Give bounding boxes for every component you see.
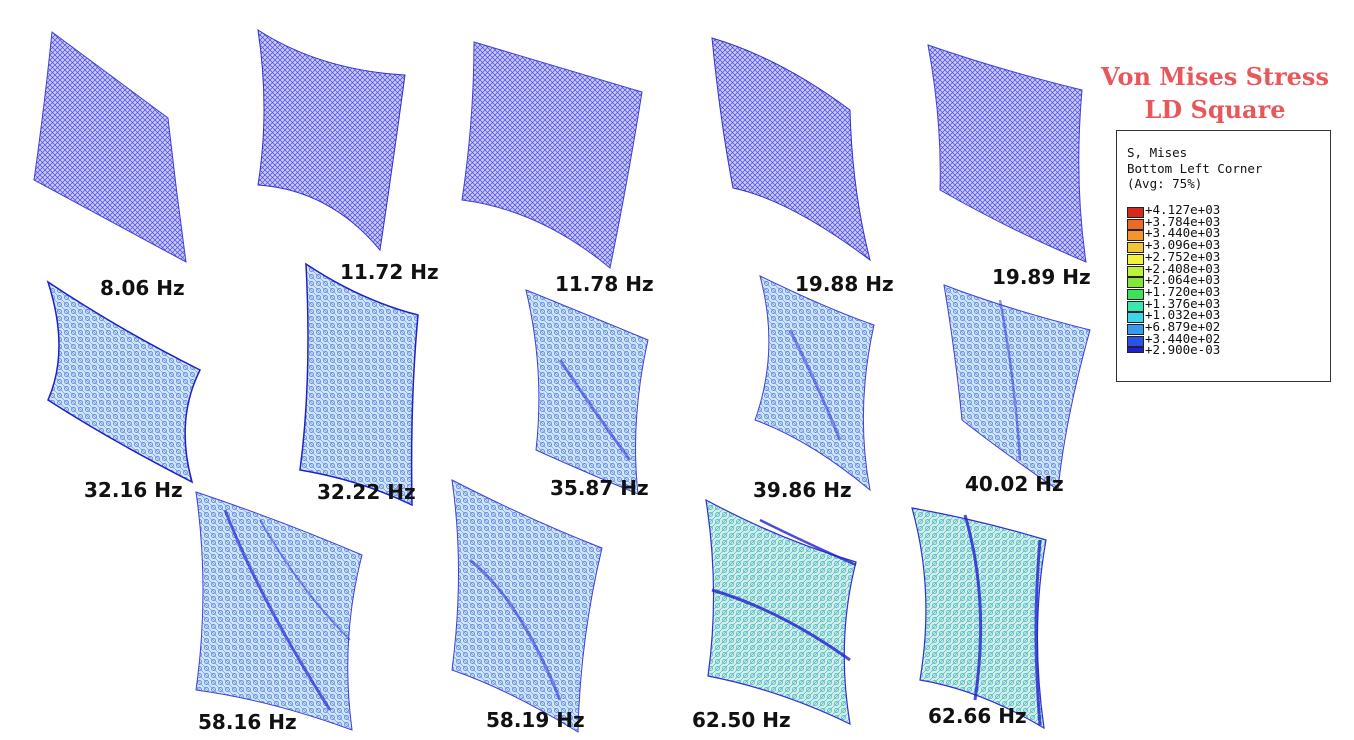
- legend-value: +2.408e+03: [1145, 260, 1221, 276]
- mode-shape-1: [33, 31, 187, 263]
- legend-value: +1.032e+03: [1145, 307, 1221, 323]
- legend-value: +4.127e+03: [1145, 202, 1221, 217]
- mode-shape-14: [911, 507, 1047, 730]
- freq-label: 35.87 Hz: [550, 476, 649, 500]
- freq-label: 62.66 Hz: [928, 704, 1027, 728]
- legend-value: +3.440e+03: [1145, 225, 1221, 241]
- stress-band-4: [711, 588, 851, 662]
- legend-swatch: [1127, 288, 1144, 300]
- legend-value: +3.096e+03: [1145, 237, 1221, 253]
- mode-shape-7: [299, 262, 419, 507]
- stress-band-6: [963, 514, 983, 701]
- figure-title: Von Mises Stress LD Square: [1100, 60, 1330, 126]
- freq-label: 11.78 Hz: [555, 272, 654, 296]
- legend-line-3: (Avg: 75%): [1127, 176, 1203, 191]
- legend-swatch: [1127, 207, 1144, 218]
- stress-legend: S, Mises Bottom Left Corner (Avg: 75%) +…: [1116, 130, 1331, 382]
- freq-label: 39.86 Hz: [753, 478, 852, 502]
- mode-shape-10: [943, 284, 1091, 491]
- legend-line-1: S, Mises: [1127, 145, 1188, 160]
- title-line-1: Von Mises Stress: [1101, 62, 1329, 91]
- mode-shape-12: [451, 479, 603, 733]
- stress-band-5: [759, 518, 857, 567]
- mode-shape-5: [927, 44, 1087, 263]
- legend-value: +1.720e+03: [1145, 283, 1221, 299]
- legend-swatch: [1127, 242, 1144, 254]
- legend-swatch: [1127, 335, 1144, 347]
- mode-shape-4: [711, 37, 871, 262]
- freq-label: 58.16 Hz: [198, 710, 297, 734]
- stress-band-10: [998, 299, 1022, 461]
- legend-swatch: [1127, 300, 1144, 312]
- legend-swatch: [1127, 265, 1144, 277]
- legend-swatch: [1127, 253, 1144, 265]
- mode-shape-3: [461, 41, 643, 269]
- legend-swatch: [1127, 347, 1144, 354]
- legend-value: +2.900e-03: [1145, 342, 1221, 358]
- stress-band-7: [1034, 539, 1042, 726]
- mode-shape-2: [257, 28, 406, 252]
- freq-label: 58.19 Hz: [486, 708, 585, 732]
- mode-shape-11: [195, 491, 363, 731]
- legend-swatch: [1127, 230, 1144, 242]
- mode-shape-13: [705, 498, 857, 726]
- freq-label: 62.50 Hz: [692, 708, 791, 732]
- stress-band-2: [259, 519, 351, 641]
- stress-band-9: [788, 329, 842, 441]
- legend-swatch: [1127, 218, 1144, 230]
- legend-value: +6.879e+02: [1145, 319, 1221, 334]
- freq-label: 19.89 Hz: [992, 265, 1091, 289]
- mode-shape-6: [46, 280, 202, 484]
- legend-swatch: [1127, 277, 1144, 289]
- legend-value: +2.752e+03: [1145, 248, 1221, 264]
- legend-line-2: Bottom Left Corner: [1127, 160, 1263, 176]
- freq-label: 40.02 Hz: [965, 472, 1064, 496]
- legend-header: S, Mises Bottom Left Corner (Avg: 75%): [1127, 145, 1262, 192]
- stress-band-1: [223, 509, 332, 711]
- freq-label: 11.72 Hz: [340, 260, 439, 284]
- legend-value: +2.064e+03: [1145, 272, 1221, 288]
- legend-value: +3.440e+02: [1145, 330, 1221, 346]
- legend-swatch: [1127, 324, 1144, 335]
- legend-swatch: [1127, 312, 1144, 324]
- stress-band-8: [558, 359, 632, 461]
- title-line-2: LD Square: [1144, 95, 1286, 124]
- mode-shape-8: [525, 289, 649, 495]
- freq-label: 32.22 Hz: [317, 480, 416, 504]
- freq-label: 19.88 Hz: [795, 272, 894, 296]
- stress-band-3: [469, 558, 562, 701]
- legend-value: +3.784e+03: [1145, 213, 1221, 229]
- freq-label: 32.16 Hz: [84, 478, 183, 502]
- legend-value: +1.376e+03: [1145, 295, 1221, 311]
- freq-label: 8.06 Hz: [100, 276, 185, 300]
